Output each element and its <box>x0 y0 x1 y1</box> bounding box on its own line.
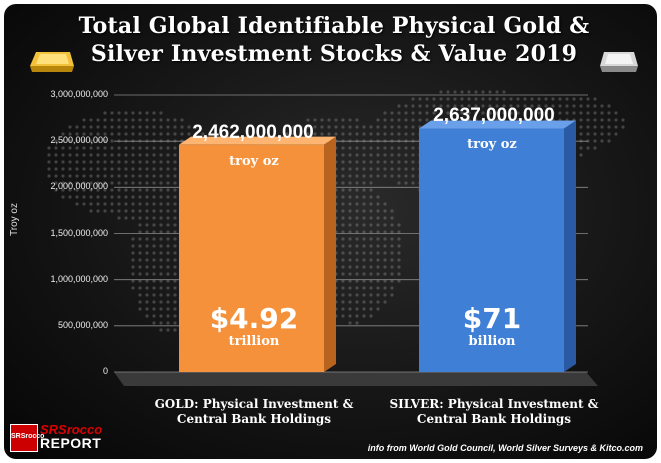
gold-bar <box>179 136 336 372</box>
silver-bar <box>419 120 576 372</box>
y-tick-label: 1,500,000,000 <box>50 227 108 238</box>
silver-value-label: 2,637,000,000 <box>433 105 555 126</box>
category-label-silver: SILVER: Physical Investment & Central Ba… <box>379 397 609 427</box>
y-tick-label: 1,000,000,000 <box>50 273 108 284</box>
title-line-2: Silver Investment Stocks & Value 2019 <box>90 41 578 67</box>
y-tick-label: 500,000,000 <box>57 319 108 330</box>
silver-dollar-unit: billion <box>468 334 516 349</box>
gold-value-label: 2,462,000,000 <box>192 122 314 143</box>
category-gold-line-2: Central Bank Holdings <box>176 412 332 426</box>
bar-side <box>564 120 576 372</box>
bar-front <box>419 128 564 372</box>
logo-text-line-2: REPORT <box>40 435 102 451</box>
logo-text-line-1: SRSrocco <box>40 422 103 437</box>
gold-bar-icon <box>30 52 74 72</box>
category-silver-line-2: Central Bank Holdings <box>416 412 572 426</box>
srsrocco-logo: SRSrocco SRSrocco REPORT <box>10 422 122 452</box>
gold-dollar-unit: trillion <box>228 334 280 349</box>
gold-unit-label: troy oz <box>229 154 279 169</box>
category-silver-line-1: SILVER: Physical Investment & <box>389 397 599 411</box>
chart-frame: Total Global Identifiable Physical Gold … <box>4 4 657 459</box>
plot-area <box>114 94 598 386</box>
y-tick-label: 2,500,000,000 <box>50 135 108 146</box>
title-line-1: Total Global Identifiable Physical Gold … <box>78 13 590 39</box>
silver-dollar-value: $71 <box>462 302 522 335</box>
y-tick-label: 2,000,000,000 <box>50 181 108 192</box>
chart-title: Total Global Identifiable Physical Gold … <box>74 12 594 68</box>
silver-bar-icon <box>600 52 638 72</box>
category-label-gold: GOLD: Physical Investment & Central Bank… <box>139 397 369 427</box>
chart-floor <box>114 372 598 386</box>
bar-top <box>419 120 576 129</box>
bar-top <box>179 136 336 145</box>
logo-badge: SRSrocco <box>10 424 45 452</box>
silver-unit-label: troy oz <box>467 137 517 152</box>
category-gold-line-1: GOLD: Physical Investment & <box>154 397 354 411</box>
y-axis-label: Troy oz <box>8 203 20 236</box>
bar-side <box>324 136 336 372</box>
logo-badge-text: SRSrocco <box>11 433 45 440</box>
y-tick-label: 3,000,000,000 <box>50 89 108 99</box>
gold-dollar-value: $4.92 <box>209 302 299 335</box>
source-note: info from World Gold Council, World Silv… <box>367 443 643 453</box>
y-tick-label: 0 <box>102 366 108 376</box>
bar-front <box>179 144 324 372</box>
